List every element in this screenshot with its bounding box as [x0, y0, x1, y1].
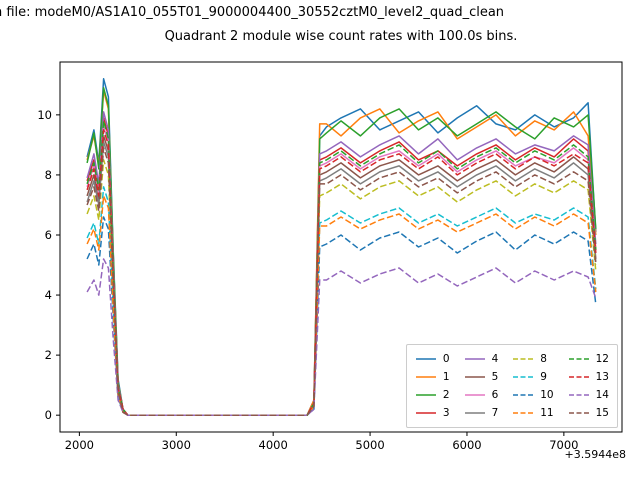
legend-line-sample: [513, 358, 534, 360]
legend-line-sample: [415, 394, 436, 396]
series-14-line: [86, 258, 597, 416]
legend-line-sample: [464, 358, 485, 360]
x-tick-label: 6000: [452, 438, 481, 452]
y-tick-label: 6: [45, 228, 52, 242]
legend-entry-13: 13: [568, 368, 609, 386]
suptitle: n file: modeM0/AS1A10_055T01_9000004400_…: [0, 5, 505, 20]
axes-frame: [59, 61, 623, 433]
legend-entry-14: 14: [568, 386, 609, 404]
legend-label: 4: [491, 353, 499, 365]
legend-entry-9: 9: [512, 368, 553, 386]
legend-line-sample: [513, 394, 534, 396]
legend-label: 0: [442, 353, 450, 365]
legend-label: 12: [595, 353, 609, 365]
legend-entry-15: 15: [568, 404, 609, 422]
legend-line-sample: [568, 358, 589, 360]
legend-entry-8: 8: [512, 350, 553, 368]
legend-label: 14: [595, 389, 609, 401]
legend-entry-1: 1: [415, 368, 450, 386]
legend-entry-5: 5: [464, 368, 499, 386]
legend: 0 1 2 3 4 5 6 7 8 9 10 11 12 13 14 15: [405, 344, 618, 428]
legend-line-sample: [568, 376, 589, 378]
legend-line-sample: [464, 394, 485, 396]
legend-label: 1: [442, 371, 450, 383]
x-tick-label: 5000: [355, 438, 384, 452]
y-tick-label: 8: [45, 168, 52, 182]
y-tick-label: 4: [45, 288, 52, 302]
x-axis-offset-label: +3.5944e8: [564, 448, 626, 461]
legend-label: 5: [491, 371, 499, 383]
legend-entry-12: 12: [568, 350, 609, 368]
legend-label: 11: [540, 407, 554, 419]
series-11-line: [86, 195, 597, 416]
legend-label: 10: [540, 389, 554, 401]
legend-line-sample: [415, 376, 436, 378]
legend-label: 3: [442, 407, 450, 419]
legend-label: 9: [540, 371, 547, 383]
legend-entry-2: 2: [415, 386, 450, 404]
legend-entry-0: 0: [415, 350, 450, 368]
legend-label: 13: [595, 371, 609, 383]
y-tick-label: 0: [45, 408, 52, 422]
axes-title: Quadrant 2 module wise count rates with …: [0, 29, 640, 44]
legend-label: 15: [595, 407, 609, 419]
x-tick-label: 4000: [259, 438, 288, 452]
legend-line-sample: [513, 412, 534, 414]
legend-label: 8: [540, 353, 547, 365]
legend-entry-6: 6: [464, 386, 499, 404]
axes-title-text: Quadrant 2 module wise count rates with …: [164, 29, 518, 44]
legend-line-sample: [464, 412, 485, 414]
legend-line-sample: [513, 376, 534, 378]
legend-line-sample: [464, 376, 485, 378]
legend-entry-11: 11: [512, 404, 554, 422]
legend-entry-7: 7: [464, 404, 499, 422]
x-tick-label: 2000: [65, 438, 94, 452]
legend-line-sample: [415, 358, 436, 360]
x-tick-label: 7000: [549, 438, 578, 452]
y-tick-label: 2: [45, 348, 52, 362]
x-tick-label: 3000: [162, 438, 191, 452]
legend-label: 7: [491, 407, 499, 419]
legend-label: 2: [442, 389, 450, 401]
y-tick-label: 10: [37, 108, 52, 122]
legend-label: 6: [491, 389, 499, 401]
legend-entry-3: 3: [415, 404, 450, 422]
legend-entry-4: 4: [464, 350, 499, 368]
legend-line-sample: [568, 412, 589, 414]
legend-entry-10: 10: [512, 386, 554, 404]
legend-line-sample: [415, 412, 436, 414]
series-15-line: [86, 147, 597, 416]
legend-line-sample: [568, 394, 589, 396]
